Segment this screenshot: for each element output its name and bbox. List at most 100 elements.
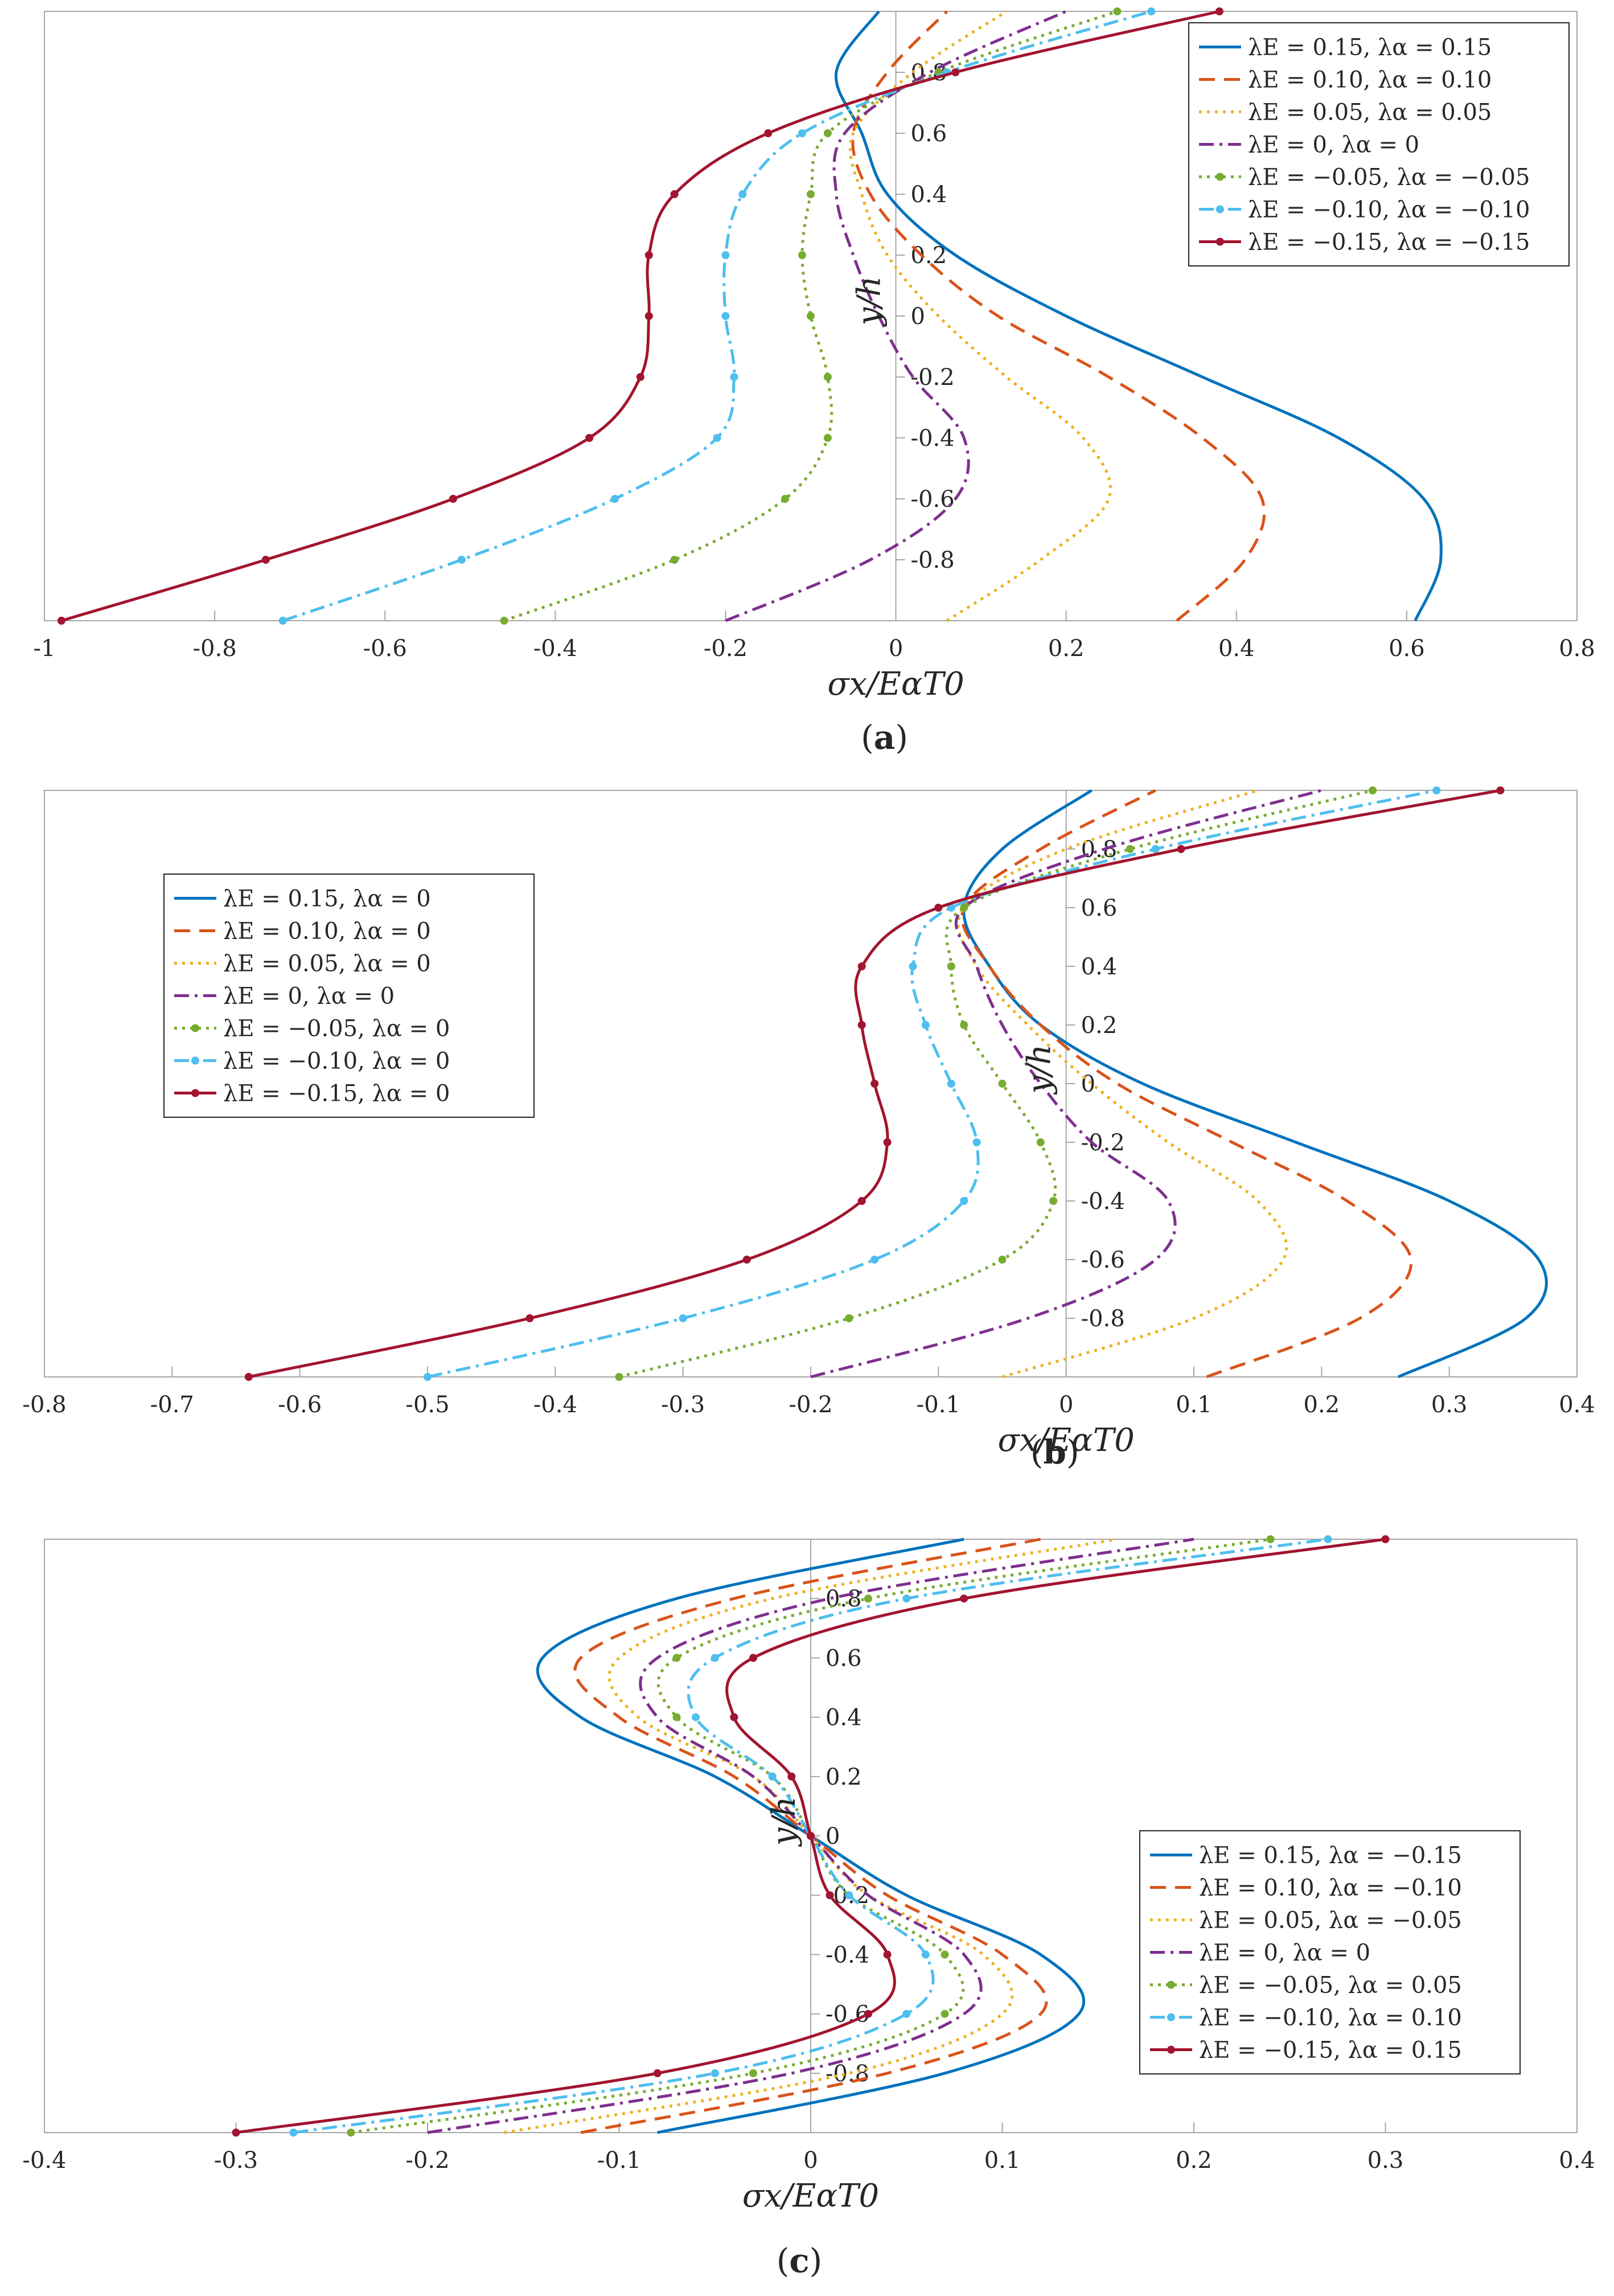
y-tick-label: -0.8 xyxy=(1081,1306,1125,1332)
data-point xyxy=(670,556,679,564)
legend-entry-6: λE = −0.10, λα = 0 xyxy=(223,1048,450,1075)
legend-marker xyxy=(1167,2045,1175,2054)
legend-box xyxy=(163,874,535,1118)
data-point xyxy=(730,1713,738,1721)
data-point xyxy=(972,1138,981,1146)
data-point xyxy=(742,1256,751,1264)
data-point xyxy=(798,251,806,259)
data-point xyxy=(883,1950,892,1959)
series-line-1 xyxy=(834,10,1443,622)
legend-entry-4: λE = 0, λα = 0 xyxy=(1199,1940,1370,1966)
x-tick-label: -0.2 xyxy=(788,1392,832,1418)
data-point xyxy=(960,1197,968,1205)
x-tick-label: -0.3 xyxy=(214,2147,258,2174)
y-tick-label: 0 xyxy=(1081,1071,1095,1097)
legend-entry-5: λE = −0.05, λα = 0 xyxy=(223,1016,450,1042)
data-point xyxy=(768,1772,777,1781)
data-point xyxy=(232,2129,240,2137)
data-point xyxy=(525,1314,534,1322)
legend-entry-4: λE = 0, λα = 0 xyxy=(1248,132,1419,158)
data-point xyxy=(902,1594,911,1603)
data-point xyxy=(615,1373,623,1381)
data-point xyxy=(960,1021,968,1029)
legend-entry-1: λE = 0.15, λα = −0.15 xyxy=(1199,1843,1462,1869)
legend-entry-6: λE = −0.10, λα = 0.10 xyxy=(1199,2005,1462,2031)
data-point xyxy=(721,251,730,259)
legend: λE = 0.15, λα = 0 λE = 0.10, λα = 0 λE = 0… xyxy=(163,874,535,1118)
data-point xyxy=(941,1950,949,1959)
x-tick-label: 0.4 xyxy=(1559,2147,1595,2174)
x-tick-label: -0.2 xyxy=(704,636,748,662)
x-tick-label: 0.3 xyxy=(1431,1392,1468,1418)
y-tick-label: 0 xyxy=(911,304,925,330)
y-tick-label: -0.6 xyxy=(911,486,955,512)
legend-marker xyxy=(1167,1981,1175,1989)
data-point xyxy=(998,1256,1007,1264)
x-axis-label: σx/EαT0 xyxy=(827,666,964,703)
y-tick-label: 0.2 xyxy=(911,243,947,269)
data-point xyxy=(1177,845,1185,853)
data-point xyxy=(1036,1138,1045,1146)
x-axis-label: σx/EαT0 xyxy=(742,2178,879,2215)
data-point xyxy=(1147,7,1156,15)
data-point xyxy=(781,495,790,503)
x-tick-label: -0.4 xyxy=(533,636,577,662)
legend-box xyxy=(1139,1830,1521,2074)
x-tick-label: 0.1 xyxy=(1176,1392,1212,1418)
x-axis-label: σx/EαT0 xyxy=(997,1422,1134,1459)
data-point xyxy=(1266,1535,1275,1543)
data-point xyxy=(864,1594,872,1603)
data-point xyxy=(1432,786,1441,794)
series-line-6 xyxy=(293,1538,1328,2134)
x-tick-label: 0.6 xyxy=(1389,636,1425,662)
y-tick-label: 0 xyxy=(826,1823,840,1850)
panel-caption: (a) xyxy=(861,718,908,757)
legend: λE = 0.15, λα = 0.15 λE = 0.10, λα = 0.10… xyxy=(1188,22,1570,266)
panel-caption: (c) xyxy=(777,2241,823,2280)
series-line-3 xyxy=(504,1538,1118,2134)
data-point xyxy=(807,312,815,320)
legend-entry-3: λE = 0.05, λα = 0 xyxy=(223,951,431,977)
series-line-5 xyxy=(351,1538,1271,2134)
data-point xyxy=(644,251,653,259)
x-tick-label: 0.4 xyxy=(1218,636,1255,662)
panel-caption: (b) xyxy=(1030,1433,1079,1471)
data-point xyxy=(921,1950,930,1959)
data-point xyxy=(845,1891,853,1900)
data-point xyxy=(857,1197,866,1205)
legend-entry-2: λE = 0.10, λα = 0.10 xyxy=(1248,67,1492,93)
data-point xyxy=(947,1080,955,1088)
y-tick-label: 0.6 xyxy=(826,1645,862,1671)
data-point xyxy=(721,312,730,320)
series-line-4 xyxy=(725,10,1067,622)
x-tick-label: -0.6 xyxy=(278,1392,322,1418)
data-point xyxy=(1049,1197,1058,1205)
data-point xyxy=(1151,845,1160,853)
legend-marker xyxy=(1216,205,1224,214)
x-tick-label: -0.5 xyxy=(405,1392,449,1418)
data-point xyxy=(749,2069,757,2077)
y-tick-label: -0.4 xyxy=(826,1942,869,1968)
data-point xyxy=(1126,845,1134,853)
data-point xyxy=(960,904,968,912)
data-point xyxy=(870,1080,879,1088)
x-tick-label: -0.7 xyxy=(150,1392,194,1418)
data-point xyxy=(653,2069,662,2077)
legend-marker xyxy=(1216,237,1224,246)
data-point xyxy=(764,129,773,137)
x-tick-label: 0.8 xyxy=(1559,636,1595,662)
data-point xyxy=(1381,1535,1390,1543)
data-point xyxy=(798,129,806,137)
legend-entry-6: λE = −0.10, λα = −0.10 xyxy=(1248,197,1530,223)
y-tick-label: -0.4 xyxy=(1081,1188,1125,1215)
data-point xyxy=(449,495,457,503)
x-tick-label: 0.2 xyxy=(1176,2147,1212,2174)
x-tick-label: 0.4 xyxy=(1559,1392,1595,1418)
data-point xyxy=(636,373,644,381)
data-point xyxy=(500,617,508,625)
data-point xyxy=(57,617,65,625)
data-point xyxy=(278,617,287,625)
legend-entry-7: λE = −0.15, λα = −0.15 xyxy=(1248,229,1530,256)
legend-entry-2: λE = 0.10, λα = 0 xyxy=(223,919,431,945)
data-point xyxy=(807,190,815,198)
